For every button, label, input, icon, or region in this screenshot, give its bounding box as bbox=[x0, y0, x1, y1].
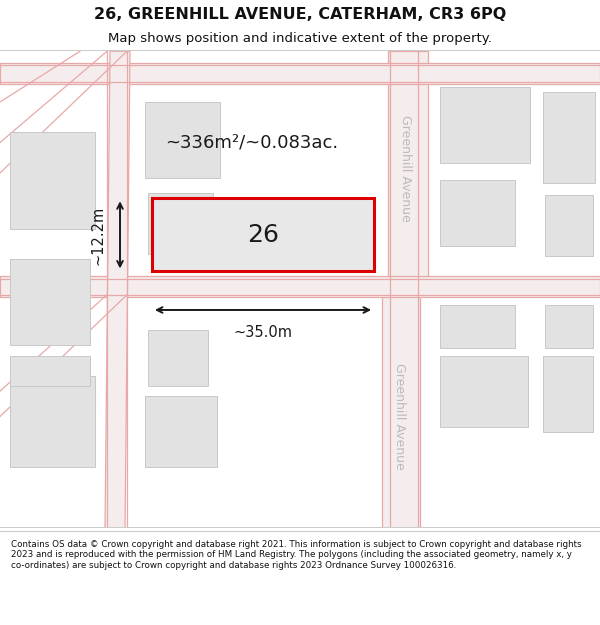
Bar bbox=[543, 356, 593, 432]
Bar bbox=[148, 330, 208, 386]
Polygon shape bbox=[0, 63, 600, 84]
Polygon shape bbox=[382, 290, 420, 528]
Bar bbox=[440, 180, 515, 246]
Text: ~336m²/~0.083ac.: ~336m²/~0.083ac. bbox=[166, 134, 338, 152]
Text: Greenhill Avenue: Greenhill Avenue bbox=[394, 363, 407, 470]
Bar bbox=[148, 193, 213, 254]
Text: 26, GREENHILL AVENUE, CATERHAM, CR3 6PQ: 26, GREENHILL AVENUE, CATERHAM, CR3 6PQ bbox=[94, 7, 506, 22]
Bar bbox=[145, 396, 217, 468]
Text: 26: 26 bbox=[247, 223, 279, 247]
Bar bbox=[10, 356, 90, 386]
Bar bbox=[145, 102, 220, 178]
Text: Contains OS data © Crown copyright and database right 2021. This information is : Contains OS data © Crown copyright and d… bbox=[11, 540, 581, 569]
Bar bbox=[440, 305, 515, 348]
Bar bbox=[10, 376, 95, 468]
Polygon shape bbox=[105, 51, 130, 528]
Polygon shape bbox=[388, 51, 428, 284]
Text: ~35.0m: ~35.0m bbox=[233, 325, 293, 340]
Text: ~12.2m: ~12.2m bbox=[91, 205, 106, 264]
Text: Greenhill Avenue: Greenhill Avenue bbox=[398, 114, 412, 221]
Bar bbox=[440, 356, 528, 427]
Bar bbox=[440, 87, 530, 163]
Bar bbox=[543, 92, 595, 183]
Bar bbox=[10, 132, 95, 229]
Bar bbox=[10, 259, 90, 346]
Bar bbox=[152, 198, 374, 271]
Text: Map shows position and indicative extent of the property.: Map shows position and indicative extent… bbox=[108, 32, 492, 45]
Bar bbox=[545, 305, 593, 348]
Bar bbox=[545, 196, 593, 256]
Polygon shape bbox=[0, 276, 600, 297]
